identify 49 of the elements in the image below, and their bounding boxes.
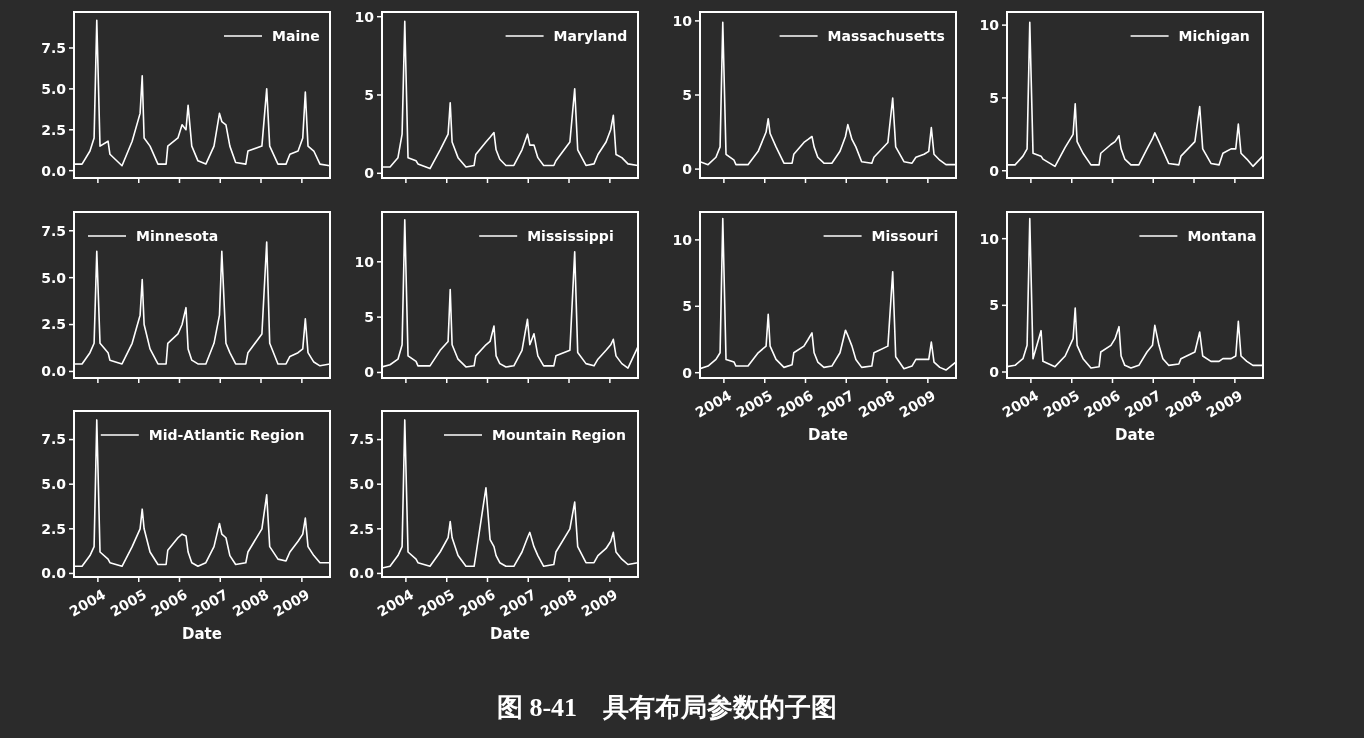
y-tick-label: 2.5 (41, 316, 66, 333)
y-tick-label: 10 (672, 12, 693, 29)
x-axis-title: Date (1115, 426, 1155, 444)
legend-label: Mid-Atlantic Region (148, 426, 305, 443)
y-tick-label: 7.5 (41, 431, 66, 448)
y-tick-label: 0 (682, 364, 693, 381)
x-axis-title: Date (808, 426, 848, 444)
y-tick-label: 0 (364, 364, 375, 381)
y-tick-label: 0.0 (349, 565, 375, 582)
caption: 图 8-41 具有布局参数的子图 (496, 693, 838, 722)
y-tick-label: 7.5 (41, 222, 66, 239)
y-tick-label: 2.5 (41, 121, 66, 138)
y-tick-label: 0 (989, 363, 1000, 380)
legend-label: Minnesota (136, 227, 219, 244)
y-tick-label: 10 (354, 253, 375, 270)
y-tick-label: 7.5 (41, 39, 66, 56)
y-tick-label: 7.5 (349, 431, 374, 448)
y-tick-label: 0 (989, 162, 1000, 179)
y-tick-label: 5 (364, 86, 374, 103)
y-tick-label: 10 (672, 231, 693, 248)
x-axis-title: Date (490, 625, 530, 643)
y-tick-label: 0 (364, 165, 375, 182)
legend-label: Maryland (553, 27, 628, 44)
y-tick-label: 5 (364, 309, 374, 326)
y-tick-label: 10 (979, 230, 1000, 247)
y-tick-label: 0.0 (41, 565, 67, 582)
y-tick-label: 5.0 (41, 80, 67, 97)
y-tick-label: 10 (354, 8, 375, 25)
legend-label: Michigan (1178, 27, 1250, 44)
y-tick-label: 5.0 (41, 269, 67, 286)
legend-label: Montana (1187, 227, 1257, 244)
y-tick-label: 5.0 (349, 476, 375, 493)
legend-label: Mountain Region (492, 426, 626, 443)
y-tick-label: 0 (682, 161, 693, 178)
x-axis-title: Date (182, 625, 222, 643)
y-tick-label: 2.5 (349, 520, 374, 537)
y-tick-label: 10 (979, 17, 1000, 34)
y-tick-label: 5 (989, 89, 999, 106)
y-tick-label: 5 (989, 297, 999, 314)
y-tick-label: 5 (682, 298, 692, 315)
y-tick-label: 5.0 (41, 476, 67, 493)
y-tick-label: 5 (682, 86, 692, 103)
legend-label: Massachusetts (827, 27, 945, 44)
y-tick-label: 0.0 (41, 363, 67, 380)
y-tick-label: 2.5 (41, 520, 66, 537)
y-tick-label: 0.0 (41, 162, 67, 179)
legend-label: Maine (272, 27, 320, 44)
legend-label: Missouri (871, 227, 939, 244)
legend-label: Mississippi (527, 227, 614, 244)
